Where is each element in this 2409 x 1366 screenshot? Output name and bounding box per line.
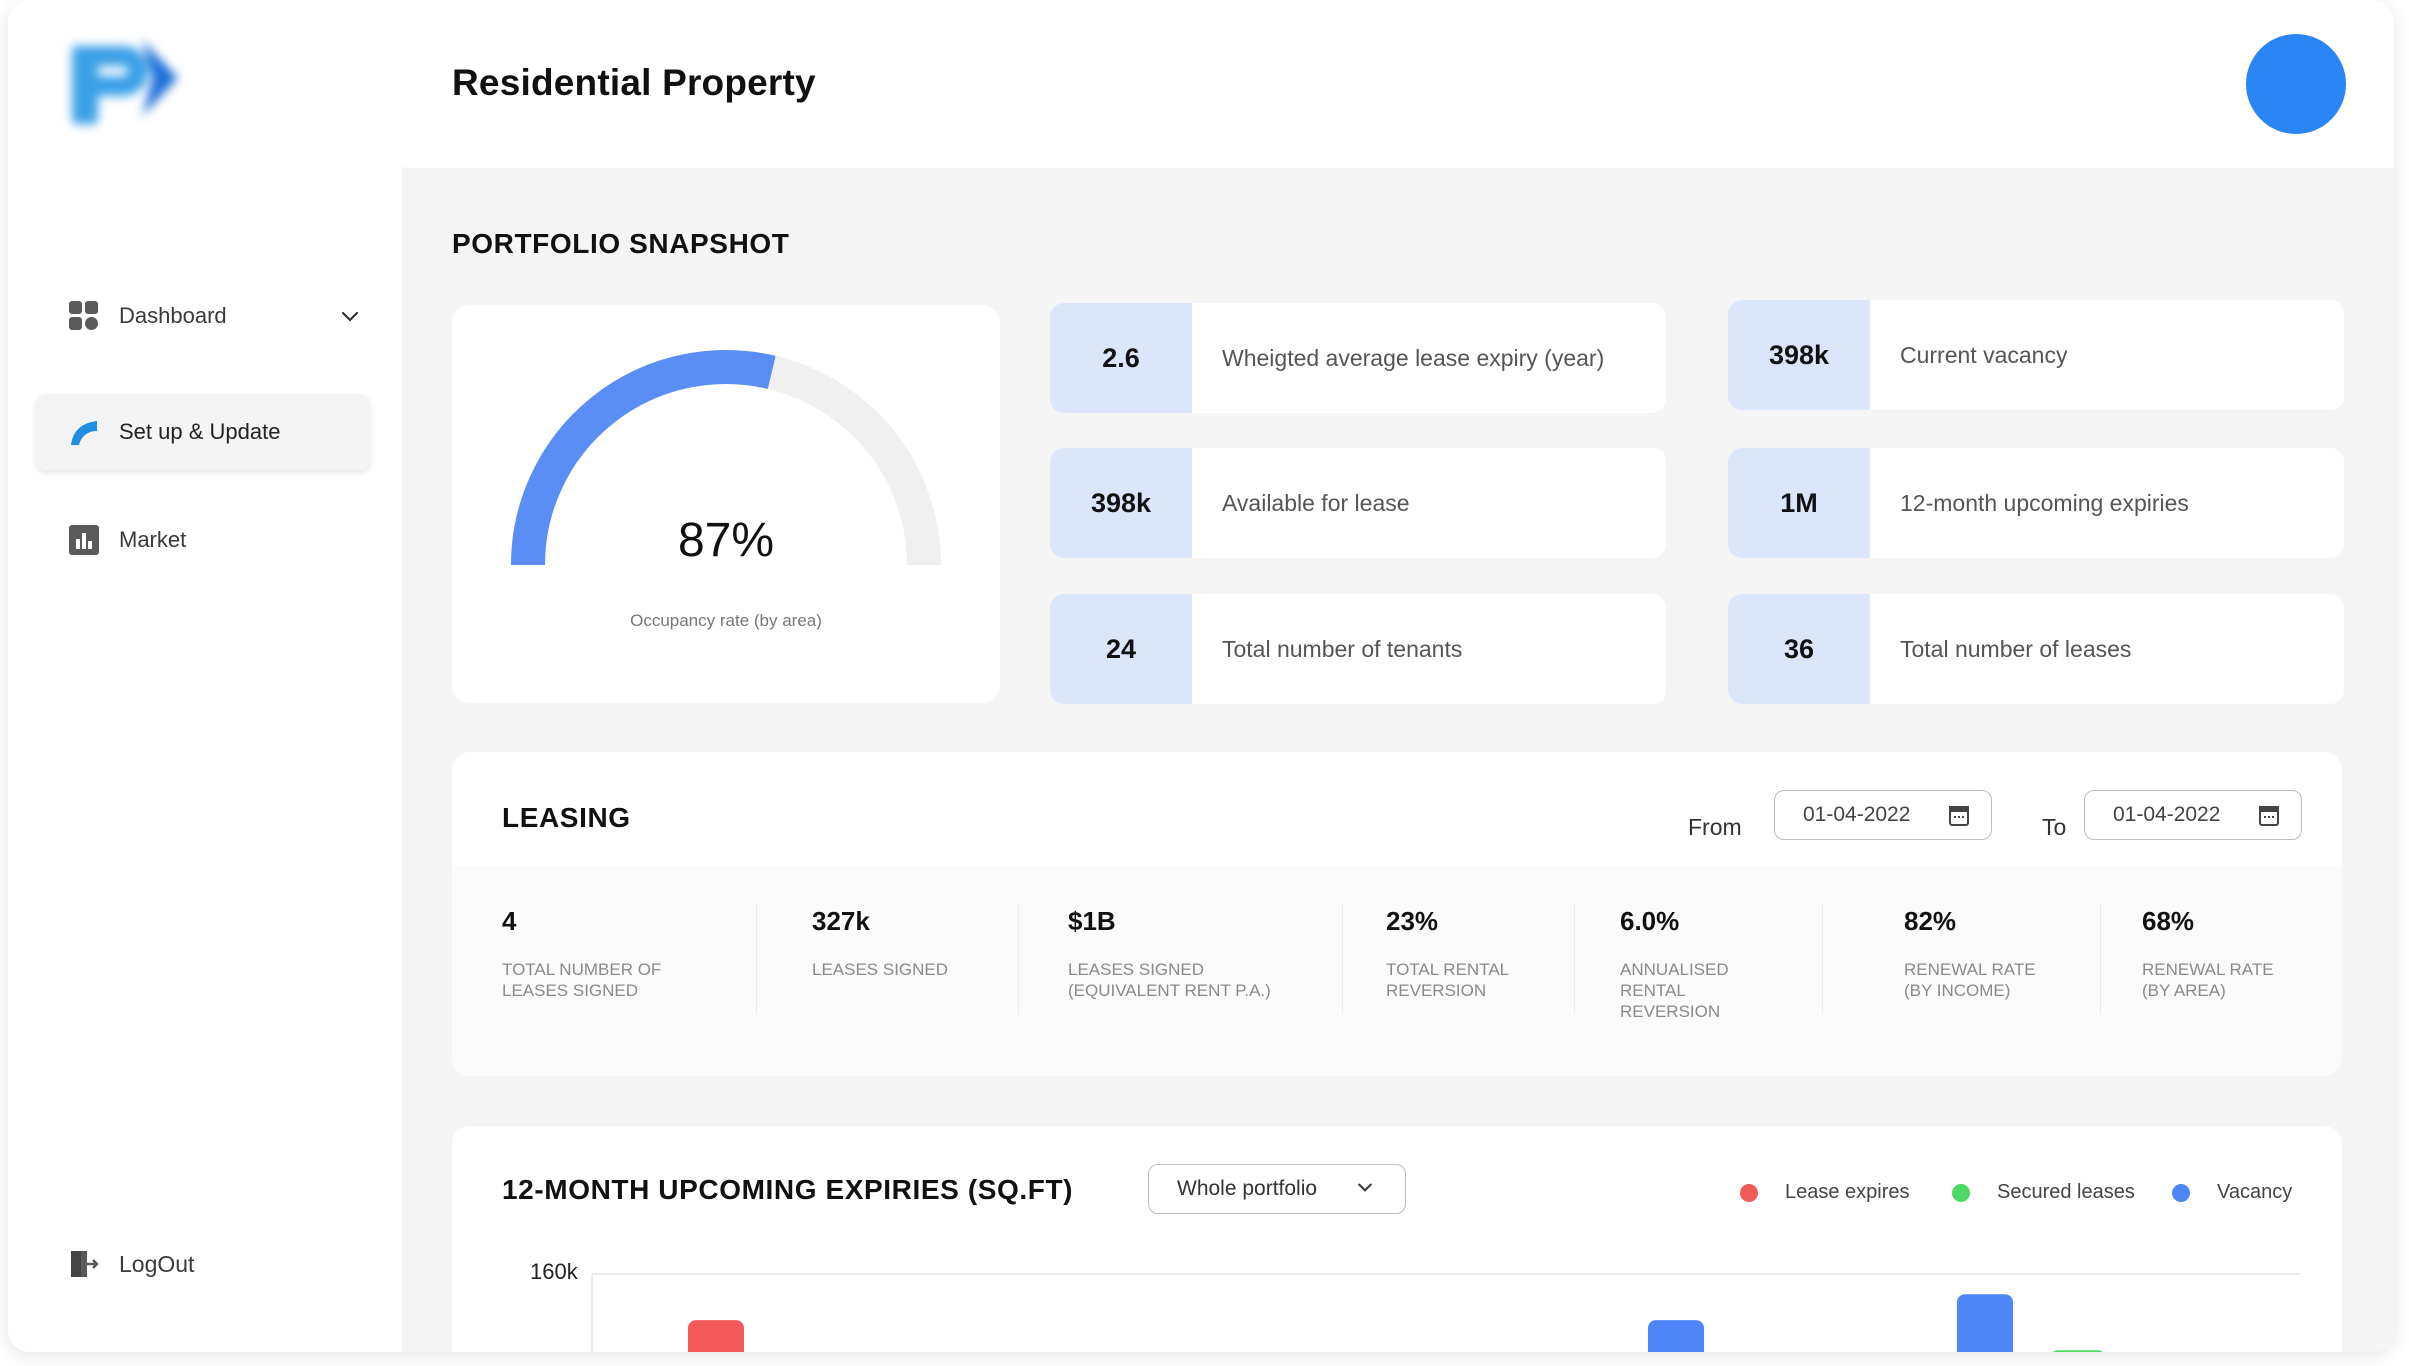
- bar-secured-leases[interactable]: [2050, 1350, 2106, 1352]
- page-title: Residential Property: [452, 62, 816, 103]
- bar-vacancy[interactable]: [1648, 1320, 1704, 1352]
- metric-label: Total number of tenants: [1222, 635, 1463, 662]
- chevron-down-icon: [1358, 1183, 1372, 1192]
- section-title-leasing: LEASING: [502, 802, 631, 833]
- leasing-stats: 4 TOTAL NUMBER OF LEASES SIGNED 327k LEAS…: [452, 866, 2342, 1076]
- stat-leases-signed-area: 327k LEASES SIGNED: [812, 906, 948, 980]
- metric-label: Available for lease: [1222, 489, 1410, 516]
- metric-value: 36: [1728, 594, 1870, 704]
- to-date-input[interactable]: 01-04-2022: [2084, 790, 2302, 840]
- calendar-icon[interactable]: [1949, 806, 1969, 826]
- sidebar-item-label: Dashboard: [119, 303, 227, 328]
- metric-tile-available-for-lease: 398k Available for lease: [1050, 448, 1666, 558]
- leasing-card: LEASING From 01-04-2022 To 01-04-2022 4 …: [452, 752, 2342, 1076]
- stat-label: RENEWAL RATE (BY AREA): [2142, 960, 2274, 1000]
- metric-value: 1M: [1728, 448, 1870, 558]
- to-label: To: [2042, 814, 2067, 840]
- page-header: Residential Property: [402, 0, 2394, 168]
- app-window: Dashboard Set up & Update Market LogOut …: [8, 0, 2394, 1352]
- grid-icon: [69, 301, 99, 331]
- sidebar-item-market[interactable]: Market: [36, 502, 370, 578]
- stat-label: RENEWAL RATE (BY INCOME): [1904, 960, 2036, 1000]
- legend-label: Lease expires: [1785, 1181, 1910, 1203]
- stat-value: 23%: [1386, 906, 1439, 936]
- stat-value: 4: [502, 906, 517, 936]
- stat-label: ANNUALISED RENTAL REVERSION: [1620, 960, 1729, 1021]
- sidebar-item-label: Set up & Update: [119, 419, 281, 444]
- legend-item-secured-leases: Secured leases: [1952, 1181, 2135, 1204]
- legend-item-vacancy: Vacancy: [2172, 1181, 2292, 1204]
- chevron-down-icon[interactable]: [338, 304, 362, 328]
- stat-value: 82%: [1904, 906, 1957, 936]
- metric-label: Wheigted average lease expiry (year): [1222, 344, 1605, 371]
- section-title-expiries: 12-MONTH UPCOMING EXPIRIES (SQ.FT): [502, 1174, 1074, 1205]
- brand-logo: [64, 32, 184, 132]
- metric-value: 398k: [1050, 448, 1192, 558]
- gauge-fill: [511, 350, 776, 566]
- expiries-card: 12-MONTH UPCOMING EXPIRIES (SQ.FT) Whole…: [452, 1126, 2342, 1352]
- legend-label: Secured leases: [1997, 1181, 2135, 1203]
- legend-dot: [1952, 1183, 1970, 1202]
- metric-label: 12-month upcoming expiries: [1900, 489, 2189, 516]
- stat-renewal-rate-income: 82% RENEWAL RATE (BY INCOME): [1904, 906, 2036, 1001]
- metric-label: Total number of leases: [1900, 635, 2132, 662]
- bar-vacancy[interactable]: [1957, 1294, 2013, 1352]
- logout-button[interactable]: LogOut: [36, 1226, 370, 1302]
- stat-label: TOTAL NUMBER OF LEASES SIGNED: [502, 960, 662, 1000]
- metric-tile-upcoming-expiries: 1M 12-month upcoming expiries: [1728, 448, 2344, 558]
- stat-value: 68%: [2142, 906, 2195, 936]
- section-title-snapshot: PORTFOLIO SNAPSHOT: [452, 228, 790, 259]
- stat-leases-signed-rent: $1B LEASES SIGNED (EQUIVALENT RENT P.A.): [1068, 906, 1271, 1001]
- stat-label: LEASES SIGNED: [812, 960, 949, 979]
- metric-tile-tenants: 24 Total number of tenants: [1050, 594, 1666, 704]
- legend-dot: [2172, 1183, 2190, 1202]
- stat-label: LEASES SIGNED (EQUIVALENT RENT P.A.): [1068, 960, 1271, 1000]
- occupancy-gauge-card: 87% Occupancy rate (by area): [452, 305, 1000, 703]
- stat-label: TOTAL RENTAL REVERSION: [1386, 960, 1510, 1000]
- portfolio-dropdown[interactable]: Whole portfolio: [1148, 1164, 1406, 1214]
- expiries-chart: [591, 1273, 2300, 1352]
- legend-dot: [1740, 1183, 1758, 1202]
- sidebar: Dashboard Set up & Update Market LogOut: [8, 0, 402, 1352]
- from-date-value: 01-04-2022: [1803, 803, 1911, 826]
- stat-total-leases-signed: 4 TOTAL NUMBER OF LEASES SIGNED: [502, 906, 661, 1001]
- avatar[interactable]: [2246, 34, 2346, 134]
- dropdown-value: Whole portfolio: [1177, 1177, 1318, 1200]
- stat-value: 327k: [812, 906, 870, 936]
- gauge-label: Occupancy rate (by area): [630, 611, 822, 630]
- metric-value: 24: [1050, 594, 1192, 704]
- stat-value: $1B: [1068, 906, 1116, 936]
- legend-item-lease-expires: Lease expires: [1740, 1181, 1910, 1204]
- stat-total-rental-reversion: 23% TOTAL RENTAL REVERSION: [1386, 906, 1509, 1001]
- metric-value: 2.6: [1050, 303, 1192, 413]
- metric-label: Current vacancy: [1900, 341, 2068, 368]
- metric-tile-leases: 36 Total number of leases: [1728, 594, 2344, 704]
- y-tick-label: 160k: [530, 1259, 578, 1284]
- sidebar-item-label: Market: [119, 527, 187, 552]
- logout-icon: [69, 1249, 99, 1279]
- metric-tile-current-vacancy: 398k Current vacancy: [1728, 300, 2344, 410]
- metric-value: 398k: [1728, 300, 1870, 410]
- sidebar-item-dashboard[interactable]: Dashboard: [36, 278, 370, 354]
- calendar-icon[interactable]: [2259, 806, 2279, 826]
- occupancy-gauge: [511, 350, 941, 566]
- legend-label: Vacancy: [2217, 1181, 2293, 1203]
- logout-label: LogOut: [119, 1250, 195, 1277]
- bar-chart-icon: [69, 525, 99, 555]
- to-date-value: 01-04-2022: [2113, 803, 2221, 826]
- gauge-value: 87%: [677, 514, 775, 567]
- from-date-input[interactable]: 01-04-2022: [1774, 790, 1992, 840]
- metric-tile-wale: 2.6 Wheigted average lease expiry (year): [1050, 303, 1666, 413]
- stat-renewal-rate-area: 68% RENEWAL RATE (BY AREA): [2142, 906, 2274, 1001]
- sidebar-item-setup[interactable]: Set up & Update: [36, 394, 370, 470]
- stat-annualised-reversion: 6.0% ANNUALISED RENTAL REVERSION: [1620, 906, 1729, 1022]
- setup-icon: [69, 417, 99, 447]
- stat-value: 6.0%: [1620, 906, 1680, 936]
- from-label: From: [1688, 814, 1742, 840]
- bar-lease-expires[interactable]: [688, 1320, 744, 1352]
